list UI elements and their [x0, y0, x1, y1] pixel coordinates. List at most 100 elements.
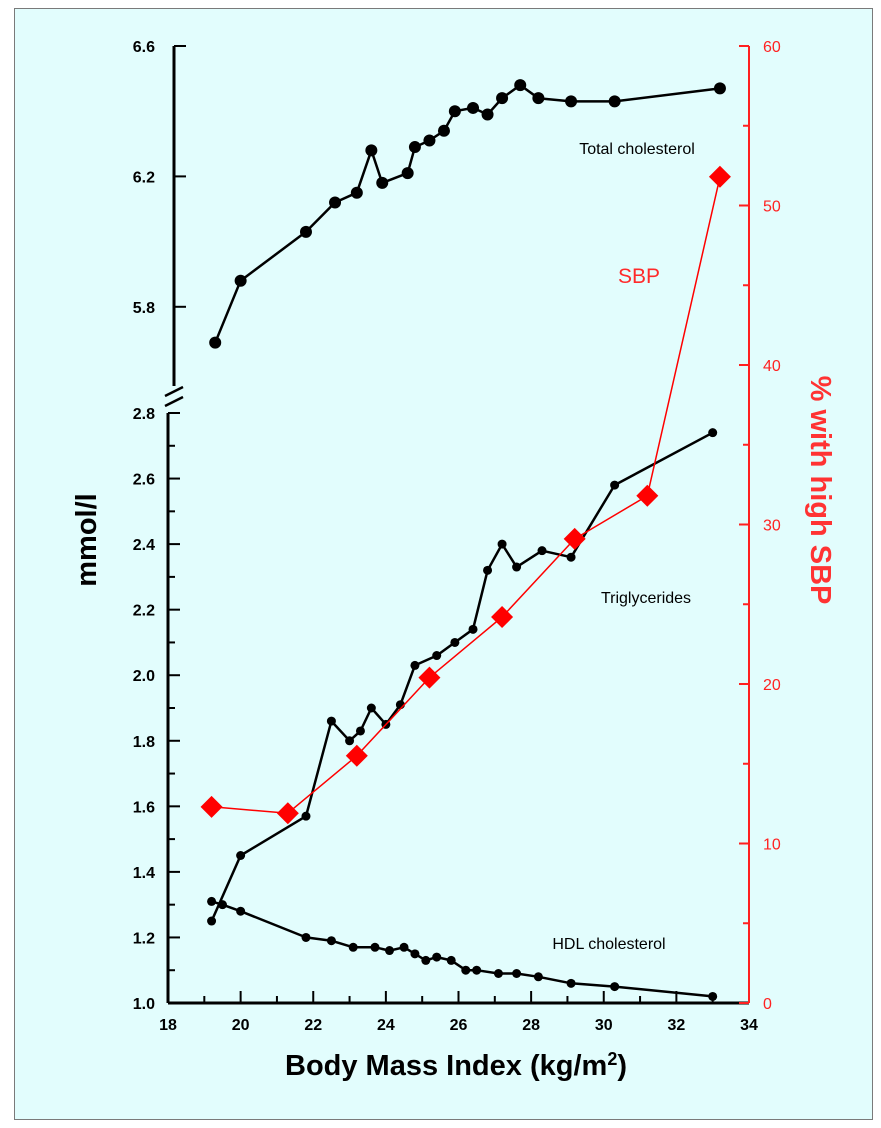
y-tick-label-right: 20	[763, 677, 781, 694]
series-line-total-cholesterol	[214, 83, 721, 344]
x-tick-label: 18	[159, 1017, 177, 1034]
axis-break-mark	[164, 385, 184, 398]
data-point-total-cholesterol	[565, 95, 578, 108]
data-point-total-cholesterol	[423, 134, 436, 147]
data-point-triglycerides	[566, 552, 576, 562]
data-point-total-cholesterol	[376, 176, 389, 189]
data-point-total-cholesterol	[532, 92, 545, 105]
axes: 1.0 1.2 1.4 1.6 1.8 2.0 2.2 2.4 2.6 2.8 5.8 6.2 6.6 1…	[133, 39, 781, 1034]
data-point-hdl-cholesterol	[512, 969, 522, 978]
data-point-triglycerides	[207, 916, 217, 926]
data-point-sbp	[200, 795, 223, 818]
y-axis-label-right: % with high SBP	[804, 376, 836, 605]
y-tick-label-right: 60	[763, 39, 781, 56]
data-point-triglycerides	[301, 811, 311, 821]
data-point-total-cholesterol	[514, 79, 527, 92]
x-tick-label: 22	[304, 1017, 322, 1034]
data-point-triglycerides	[450, 637, 460, 647]
y-tick-label-left-lower: 2.4	[133, 537, 155, 554]
data-point-hdl-cholesterol	[326, 936, 336, 946]
data-point-triglycerides	[236, 851, 246, 860]
data-point-hdl-cholesterol	[461, 965, 471, 975]
y-tick-label-right: 40	[763, 358, 781, 375]
data-point-total-cholesterol	[209, 336, 222, 349]
data-point-triglycerides	[483, 565, 493, 575]
data-point-hdl-cholesterol	[493, 969, 503, 978]
x-axis-label-main: Body Mass Index (kg/m	[285, 1050, 607, 1082]
data-point-triglycerides	[512, 562, 522, 572]
data-point-triglycerides	[326, 716, 336, 726]
x-axis-label: Body Mass Index (kg/m2)	[285, 1049, 627, 1082]
series-line-triglycerides	[210, 431, 714, 922]
y-tick-label-right: 30	[763, 518, 781, 535]
data-point-triglycerides	[610, 480, 620, 490]
data-point-triglycerides	[366, 703, 376, 713]
x-tick-label: 30	[595, 1017, 613, 1034]
data-point-total-cholesterol	[481, 108, 494, 121]
data-point-sbp	[563, 527, 586, 550]
data-point-hdl-cholesterol	[421, 955, 431, 965]
annotation-total-cholesterol: Total cholesterol	[579, 141, 695, 158]
data-point-sbp	[345, 744, 368, 767]
x-tick-label: 34	[740, 1017, 758, 1034]
y-tick-label-left-lower: 1.0	[133, 996, 155, 1013]
data-point-hdl-cholesterol	[348, 942, 358, 952]
data-point-hdl-cholesterol	[432, 952, 442, 962]
y-tick-label-left-upper: 6.2	[133, 169, 155, 186]
data-point-total-cholesterol	[437, 124, 450, 137]
data-point-total-cholesterol	[496, 92, 509, 105]
data-point-hdl-cholesterol	[301, 932, 311, 942]
data-point-sbp	[491, 606, 514, 629]
data-point-hdl-cholesterol	[610, 982, 620, 992]
data-point-hdl-cholesterol	[446, 955, 456, 965]
annotation-sbp: SBP	[618, 265, 660, 288]
x-tick-label: 20	[232, 1017, 250, 1034]
x-tick-label: 26	[450, 1017, 468, 1034]
y-tick-label-left-lower: 2.8	[133, 406, 155, 423]
y-tick-label-left-lower: 2.6	[133, 472, 155, 489]
annotation-hdl-cholesterol: HDL cholesterol	[552, 936, 665, 953]
data-point-total-cholesterol	[299, 225, 312, 238]
chart-panel	[14, 8, 873, 1120]
annotation-triglycerides: Triglycerides	[601, 590, 691, 607]
data-point-total-cholesterol	[408, 141, 421, 154]
series-marks	[200, 79, 731, 1001]
axis-break-mark	[164, 395, 184, 408]
data-point-triglycerides	[708, 428, 718, 438]
data-point-total-cholesterol	[329, 196, 342, 209]
data-point-total-cholesterol	[234, 274, 247, 287]
data-point-triglycerides	[345, 736, 355, 746]
y-tick-label-right: 10	[763, 837, 781, 854]
data-point-total-cholesterol	[365, 144, 378, 157]
data-point-total-cholesterol	[608, 95, 621, 108]
data-point-triglycerides	[355, 726, 365, 736]
y-tick-label-left-upper: 5.8	[133, 300, 155, 317]
y-tick-label-left-lower: 1.6	[133, 799, 155, 816]
data-point-total-cholesterol	[713, 82, 726, 95]
data-point-sbp	[636, 484, 659, 507]
y-tick-label-left-lower: 2.2	[133, 603, 155, 620]
data-point-total-cholesterol	[350, 186, 363, 199]
y-tick-label-right: 0	[763, 996, 772, 1013]
data-point-hdl-cholesterol	[399, 942, 409, 952]
data-point-triglycerides	[468, 624, 478, 634]
x-tick-label: 28	[522, 1017, 540, 1034]
data-point-hdl-cholesterol	[472, 965, 482, 975]
data-point-sbp	[276, 802, 299, 825]
series-line-sbp	[211, 176, 721, 814]
x-tick-label: 32	[667, 1017, 685, 1034]
x-axis-label-close: )	[617, 1050, 627, 1082]
y-tick-label-left-lower: 2.0	[133, 668, 155, 685]
y-axis-label-left: mmol/l	[71, 493, 103, 586]
data-point-hdl-cholesterol	[370, 942, 380, 952]
data-point-hdl-cholesterol	[385, 946, 395, 956]
data-point-triglycerides	[432, 651, 442, 661]
data-point-hdl-cholesterol	[236, 906, 246, 916]
data-point-sbp	[418, 666, 441, 689]
data-point-hdl-cholesterol	[410, 949, 420, 959]
data-point-total-cholesterol	[467, 101, 480, 114]
x-tick-label: 24	[377, 1017, 395, 1034]
y-tick-label-left-upper: 6.6	[133, 39, 155, 56]
data-point-hdl-cholesterol	[217, 900, 227, 910]
